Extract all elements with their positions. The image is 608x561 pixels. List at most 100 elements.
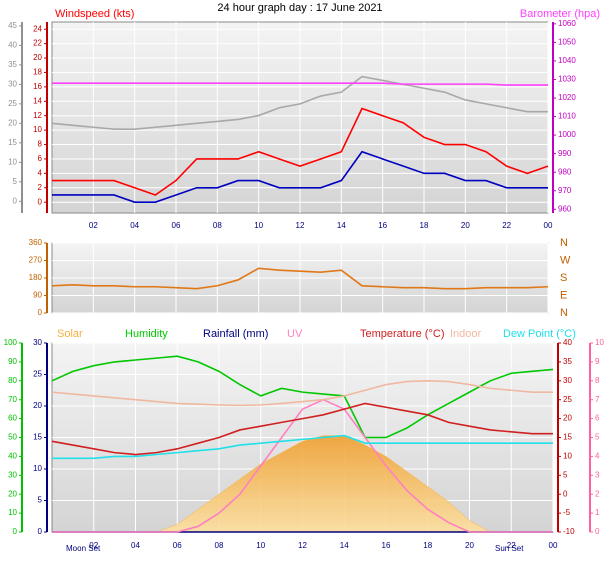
annotation: Sun Set [495, 544, 524, 553]
y-tick-label: 70 [8, 395, 17, 404]
series-line [52, 398, 553, 533]
legend-label: Solar [57, 328, 83, 340]
x-tick-label: 22 [502, 221, 511, 230]
compass-label: N [560, 237, 568, 249]
y-tick-label: 30 [8, 79, 17, 88]
y-tick-label: 4 [38, 168, 43, 177]
legend-label: UV [287, 328, 303, 340]
series-line [52, 107, 549, 196]
y-tick-label: 990 [558, 149, 572, 158]
axis-title: Barometer (hpa) [520, 8, 600, 20]
y-tick-label: 10 [33, 125, 42, 134]
y-tick-label: 270 [29, 256, 43, 265]
y-tick-label: 7 [595, 395, 600, 404]
y-tick-label: 14 [33, 96, 42, 105]
x-tick-label: 06 [172, 221, 181, 230]
y-tick-label: 1040 [558, 56, 576, 65]
y-tick-label: 9 [595, 357, 600, 366]
y-tick-label: 20 [8, 489, 17, 498]
x-tick-label: 00 [549, 541, 558, 550]
y-tick-label: 0 [38, 308, 43, 317]
x-tick-label: 02 [89, 221, 98, 230]
y-tick-label: 100 [4, 338, 18, 347]
x-tick-label: 04 [131, 541, 140, 550]
x-tick-label: 16 [382, 541, 391, 550]
y-tick-label: 0 [38, 197, 43, 206]
y-tick-label: 4 [595, 452, 600, 461]
y-tick-label: 20 [8, 118, 17, 127]
y-tick-label: 1020 [558, 93, 576, 102]
y-tick-label: 2 [38, 183, 43, 192]
x-tick-label: 02 [89, 541, 98, 550]
x-tick-label: 08 [215, 541, 224, 550]
y-tick-label: 1000 [558, 130, 576, 139]
y-tick-label: 360 [29, 238, 43, 247]
y-tick-label: 970 [558, 186, 572, 195]
x-tick-label: 06 [173, 541, 182, 550]
y-tick-label: 60 [8, 414, 17, 423]
y-tick-label: 20 [33, 53, 42, 62]
y-tick-label: 1030 [558, 75, 576, 84]
y-tick-label: 10 [563, 452, 572, 461]
y-tick-label: 0 [563, 489, 568, 498]
y-tick-label: 5 [38, 496, 43, 505]
axis-title: Windspeed (kts) [55, 8, 134, 20]
y-tick-label: 30 [33, 338, 42, 347]
y-tick-label: 960 [558, 204, 572, 213]
y-tick-label: 40 [8, 40, 17, 49]
chart-title: 24 hour graph day : 17 June 2021 [217, 2, 382, 14]
annotation: Moon Set [66, 544, 101, 553]
x-tick-label: 00 [544, 221, 553, 230]
y-tick-label: 40 [8, 452, 17, 461]
y-tick-label: 22 [33, 39, 42, 48]
x-tick-label: 18 [423, 541, 432, 550]
series-line [52, 434, 553, 460]
x-tick-label: 14 [340, 541, 349, 550]
y-tick-label: 1010 [558, 112, 576, 121]
y-tick-label: 980 [558, 167, 572, 176]
y-tick-label: 10 [595, 338, 604, 347]
y-tick-label: 35 [563, 357, 572, 366]
series-line [51, 379, 553, 407]
y-tick-label: 0 [595, 527, 600, 536]
series-line [51, 355, 554, 439]
y-tick-label: 45 [8, 21, 17, 30]
series-line [52, 82, 548, 86]
x-tick-label: 10 [254, 221, 263, 230]
legend-label: Humidity [125, 328, 168, 340]
y-tick-label: 0 [13, 196, 18, 205]
compass-label: S [560, 272, 567, 284]
y-tick-label: 35 [8, 60, 17, 69]
y-tick-label: 10 [33, 464, 42, 473]
x-tick-label: 04 [130, 221, 139, 230]
y-tick-label: 2 [595, 489, 600, 498]
y-tick-label: -10 [563, 527, 575, 536]
y-tick-label: 80 [8, 376, 17, 385]
y-tick-label: 1060 [558, 19, 576, 28]
y-tick-label: 90 [8, 357, 17, 366]
y-tick-label: 25 [563, 395, 572, 404]
y-tick-label: 50 [8, 433, 17, 442]
y-tick-label: 6 [38, 154, 43, 163]
y-tick-label: 5 [13, 177, 18, 186]
compass-label: N [560, 307, 568, 319]
x-tick-label: 22 [507, 541, 516, 550]
y-tick-label: 16 [33, 82, 42, 91]
y-tick-label: 20 [33, 401, 42, 410]
y-tick-label: 25 [8, 99, 17, 108]
series-line [51, 75, 548, 130]
y-tick-label: 10 [8, 157, 17, 166]
y-tick-label: 30 [8, 470, 17, 479]
x-tick-label: 16 [378, 221, 387, 230]
legend-label: Indoor [450, 328, 482, 340]
y-tick-label: 10 [8, 508, 17, 517]
x-tick-label: 12 [296, 221, 305, 230]
y-tick-label: 6 [595, 414, 600, 423]
series-line [51, 267, 549, 290]
y-tick-label: 15 [563, 433, 572, 442]
legend-label: Rainfall (mm) [203, 328, 268, 340]
y-tick-label: 15 [33, 433, 42, 442]
y-tick-label: 5 [595, 433, 600, 442]
y-tick-label: 8 [595, 376, 600, 385]
